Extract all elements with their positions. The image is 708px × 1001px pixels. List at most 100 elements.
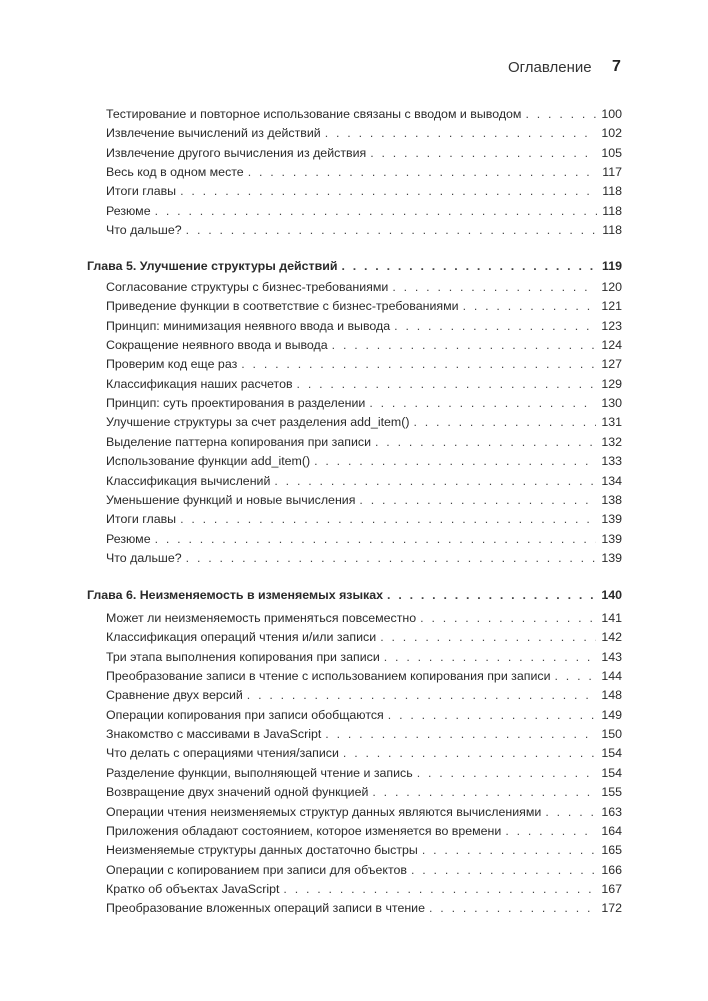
- toc-entry-page: 148: [601, 688, 622, 703]
- dot-leader: . . . . . . . . . . . . . . . . . . . . …: [154, 203, 598, 218]
- dot-leader: . . . . . . . . . . . . . . . . . . . . …: [296, 376, 597, 391]
- dot-leader: . . . . . . . . . . . . . . . . . . . . …: [462, 299, 597, 314]
- toc-entry-page: 150: [601, 727, 622, 742]
- toc-entry[interactable]: Сравнение двух версий . . . . . . . . . …: [106, 688, 622, 706]
- toc-entry-page: 167: [601, 881, 622, 896]
- toc-entry-page: 149: [601, 707, 622, 722]
- toc-entry[interactable]: Весь код в одном месте . . . . . . . . .…: [106, 165, 622, 183]
- toc-entry-title: Приведение функции в соответствие с бизн…: [106, 299, 459, 314]
- toc-entry[interactable]: Резюме . . . . . . . . . . . . . . . . .…: [106, 204, 622, 222]
- toc-entry-title: Что дальше?: [106, 223, 182, 238]
- dot-leader: . . . . . . . . . . . . . . . . . . . . …: [370, 145, 596, 160]
- toc-entry-page: 144: [601, 669, 622, 684]
- toc-entry-title: Резюме: [106, 203, 151, 218]
- toc-entry-page: 129: [601, 376, 622, 391]
- dot-leader: . . . . . . . . . . . . . . . . . . . . …: [545, 804, 597, 819]
- toc-entry-title: Что делать с операциями чтения/записи: [106, 746, 339, 761]
- toc-chapter-entry[interactable]: Глава 6. Неизменяемость в изменяемых язы…: [87, 588, 622, 606]
- dot-leader: . . . . . . . . . . . . . . . . . . . . …: [247, 165, 598, 180]
- toc-entry-page: 130: [601, 396, 622, 411]
- toc-entry[interactable]: Принцип: минимизация неявного ввода и вы…: [106, 319, 622, 337]
- toc-entry[interactable]: Улучшение структуры за счет разделения a…: [106, 415, 622, 433]
- toc-entry-title: Неизменяемые структуры данных достаточно…: [106, 843, 418, 858]
- toc-entry-title: Глава 6. Неизменяемость в изменяемых язы…: [87, 588, 384, 602]
- toc-entry[interactable]: Преобразование вложенных операций записи…: [106, 901, 622, 919]
- toc-entry-page: 143: [601, 649, 622, 664]
- toc-entry[interactable]: Неизменяемые структуры данных достаточно…: [106, 843, 622, 861]
- toc-entry[interactable]: Что дальше? . . . . . . . . . . . . . . …: [106, 551, 622, 569]
- toc-entry[interactable]: Операции с копированием при записи для о…: [106, 863, 622, 881]
- toc-entry-page: 138: [601, 492, 622, 507]
- toc-entry-title: Согласование структуры с бизнес-требован…: [106, 280, 389, 294]
- toc-entry-page: 133: [601, 454, 622, 469]
- toc-entry[interactable]: Итоги главы . . . . . . . . . . . . . . …: [106, 512, 622, 530]
- dot-leader: . . . . . . . . . . . . . . . . . . . . …: [413, 415, 596, 430]
- toc-entry[interactable]: Классификация наших расчетов . . . . . .…: [106, 377, 622, 395]
- toc-entry-title: Может ли неизменяемость применяться повс…: [106, 611, 417, 625]
- toc-entry-page: 172: [601, 901, 622, 916]
- dot-leader: . . . . . . . . . . . . . . . . . . . . …: [387, 707, 597, 722]
- toc-entry-page: 141: [601, 611, 622, 625]
- toc-entry-title: Возвращение двух значений одной функцией: [106, 785, 369, 800]
- toc-entry-page: 154: [601, 765, 622, 780]
- dot-leader: . . . . . . . . . . . . . . . . . . . . …: [180, 184, 597, 199]
- toc-entry[interactable]: Кратко об объектах JavaScript . . . . . …: [106, 882, 622, 900]
- toc-entry-title: Приложения обладают состоянием, которое …: [106, 823, 502, 838]
- dot-leader: . . . . . . . . . . . . . . . . . . . . …: [359, 492, 596, 507]
- dot-leader: . . . . . . . . . . . . . . . . . . . . …: [274, 473, 597, 488]
- toc-entry[interactable]: Приведение функции в соответствие с бизн…: [106, 299, 622, 317]
- toc-entry[interactable]: Уменьшение функций и новые вычисления . …: [106, 493, 622, 511]
- toc-entry-page: 166: [601, 862, 622, 877]
- toc-entry-page: 155: [601, 785, 622, 800]
- toc-entry-title: Операции копирования при записи обобщают…: [106, 707, 384, 722]
- toc-chapter-entry[interactable]: Глава 5. Улучшение структуры действий . …: [87, 259, 622, 277]
- toc-entry-title: Операции чтения неизменяемых структур да…: [106, 804, 542, 819]
- toc-entry[interactable]: Операции чтения неизменяемых структур да…: [106, 805, 622, 823]
- toc-entry[interactable]: Сокращение неявного ввода и вывода . . .…: [106, 338, 622, 356]
- toc-entry[interactable]: Выделение паттерна копирования при запис…: [106, 435, 622, 453]
- toc-entry[interactable]: Приложения обладают состоянием, которое …: [106, 824, 622, 842]
- toc-entry[interactable]: Тестирование и повторное использование с…: [106, 107, 622, 125]
- dot-leader: . . . . . . . . . . . . . . . . . . . . …: [375, 434, 596, 449]
- toc-entry[interactable]: Три этапа выполнения копирования при зап…: [106, 650, 622, 668]
- toc-entry-title: Итоги главы: [106, 184, 177, 199]
- toc-entry-page: 165: [601, 843, 622, 858]
- dot-leader: . . . . . . . . . . . . . . . . . . . . …: [505, 823, 596, 838]
- dot-leader: . . . . . . . . . . . . . . . . . . . . …: [185, 223, 598, 238]
- toc-entry[interactable]: Использование функции add_item() . . . .…: [106, 454, 622, 472]
- dot-leader: . . . . . . . . . . . . . . . . . . . . …: [380, 630, 596, 645]
- toc-entry[interactable]: Что делать с операциями чтения/записи . …: [106, 746, 622, 764]
- toc-entry[interactable]: Классификация вычислений . . . . . . . .…: [106, 474, 622, 492]
- toc-entry[interactable]: Извлечение вычислений из действий . . . …: [106, 126, 622, 144]
- toc-entry[interactable]: Согласование структуры с бизнес-требован…: [106, 280, 622, 298]
- toc-entry-page: 154: [601, 746, 622, 761]
- toc-entry[interactable]: Извлечение другого вычисления из действи…: [106, 146, 622, 164]
- toc-entry[interactable]: Принцип: суть проектирования в разделени…: [106, 396, 622, 414]
- dot-leader: . . . . . . . . . . . . . . . . . . . . …: [372, 785, 596, 800]
- toc-entry[interactable]: Может ли неизменяемость применяться повс…: [106, 611, 622, 629]
- toc-entry[interactable]: Преобразование записи в чтение с использ…: [106, 669, 622, 687]
- toc-entry-title: Выделение паттерна копирования при запис…: [106, 434, 371, 449]
- dot-leader: . . . . . . . . . . . . . . . . . . . . …: [325, 727, 596, 742]
- toc-entry[interactable]: Разделение функции, выполняющей чтение и…: [106, 766, 622, 784]
- toc-entry[interactable]: Резюме . . . . . . . . . . . . . . . . .…: [106, 532, 622, 550]
- toc-entry[interactable]: Итоги главы . . . . . . . . . . . . . . …: [106, 184, 622, 202]
- toc-entry-page: 123: [601, 318, 622, 333]
- dot-leader: . . . . . . . . . . . . . . . . . . . . …: [410, 862, 596, 877]
- toc-entry-page: 118: [602, 184, 622, 199]
- toc-entry-page: 105: [601, 145, 622, 160]
- toc-entry-page: 119: [602, 259, 622, 273]
- dot-leader: . . . . . . . . . . . . . . . . . . . . …: [429, 901, 596, 916]
- toc-entry[interactable]: Возвращение двух значений одной функцией…: [106, 785, 622, 803]
- toc-entry-page: 118: [602, 203, 622, 218]
- toc-entry-title: Принцип: суть проектирования в разделени…: [106, 396, 366, 411]
- dot-leader: . . . . . . . . . . . . . . . . . . . . …: [392, 280, 596, 294]
- toc-entry-page: 120: [601, 280, 622, 294]
- toc-entry[interactable]: Проверим код еще раз . . . . . . . . . .…: [106, 357, 622, 375]
- dot-leader: . . . . . . . . . . . . . . . . . . . . …: [387, 588, 596, 602]
- dot-leader: . . . . . . . . . . . . . . . . . . . . …: [369, 396, 596, 411]
- toc-entry[interactable]: Что дальше? . . . . . . . . . . . . . . …: [106, 223, 622, 241]
- toc-entry[interactable]: Операции копирования при записи обобщают…: [106, 708, 622, 726]
- toc-entry[interactable]: Знакомство с массивами в JavaScript . . …: [106, 727, 622, 745]
- toc-entry[interactable]: Классификация операций чтения и/или запи…: [106, 630, 622, 648]
